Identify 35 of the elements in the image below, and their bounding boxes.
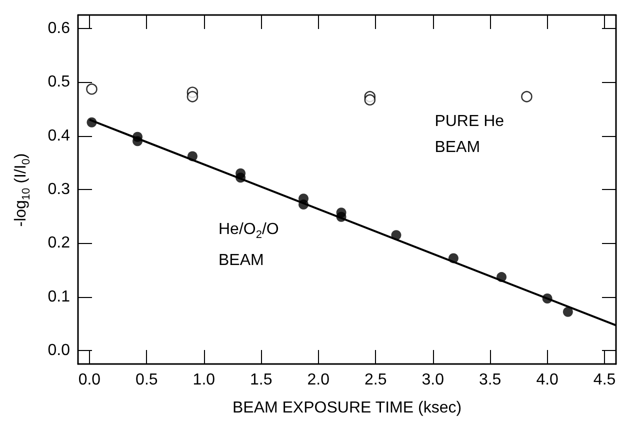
x-tick-label: 1.0 (192, 372, 216, 388)
y-tick-label: 0.0 (48, 342, 70, 360)
point (496, 272, 507, 282)
y-tick-label: 0.2 (48, 234, 70, 252)
x-tick-label: 3.5 (478, 372, 502, 388)
y-tick-label: 0.4 (48, 127, 70, 144)
y-tick-label: 0.1 (48, 288, 70, 306)
point (132, 136, 143, 146)
annotation: He/O$_{2}$/O BEAM (218, 220, 279, 271)
point (186, 90, 198, 102)
y-tick-label: 0.5 (48, 74, 70, 91)
point (521, 90, 532, 102)
x-tick-label: 2.0 (307, 372, 330, 388)
point (336, 212, 346, 222)
x-tick-label: 0.5 (136, 372, 158, 388)
x-tick-label: 4.5 (593, 372, 616, 388)
x-tick-label: 2.5 (364, 372, 387, 388)
point (364, 94, 376, 106)
x-tick-label: 0.0 (78, 372, 101, 388)
y-tick-label: 0.3 (48, 181, 70, 198)
x-tick-label: 4.0 (536, 372, 559, 388)
point (187, 151, 198, 162)
point (86, 83, 98, 95)
annotation: PURE He BEAM (434, 112, 504, 158)
point (562, 306, 573, 317)
x-tick-label: 1.5 (250, 372, 272, 388)
x-tick-label: 3.0 (422, 372, 444, 388)
point (236, 172, 246, 183)
y-tick-label: 0.6 (48, 20, 70, 37)
point (298, 200, 308, 210)
point (448, 253, 458, 264)
point (391, 230, 402, 240)
point (542, 294, 552, 304)
point (86, 117, 97, 128)
x-axis-title: BEAM EXPOSURE TIME (ksec) (232, 400, 462, 416)
